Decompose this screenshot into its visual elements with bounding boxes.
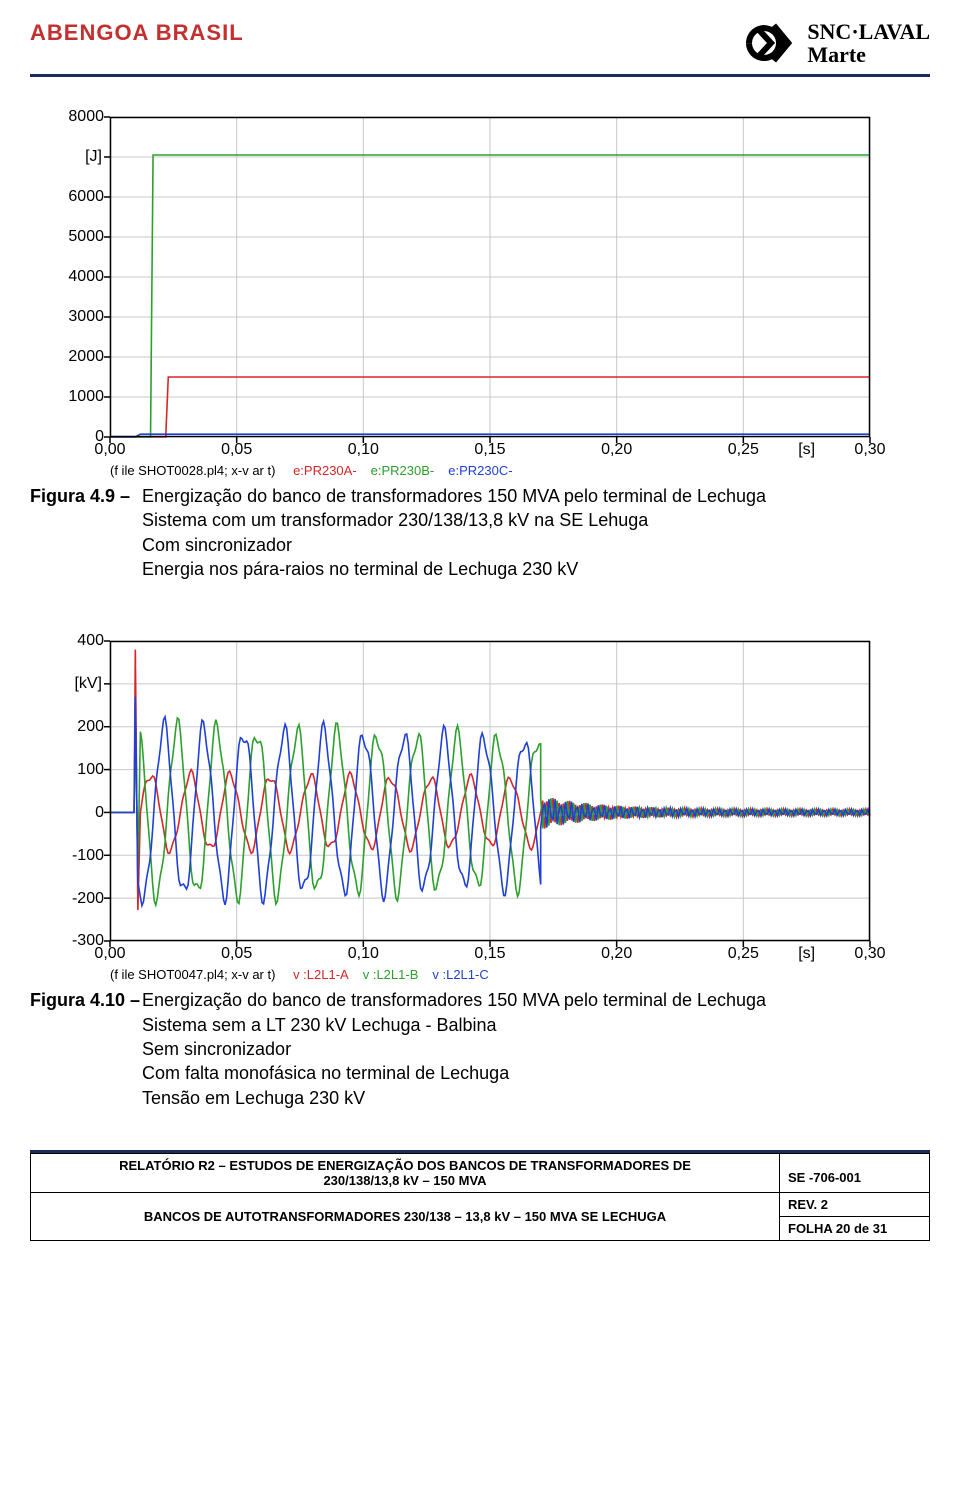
y-tick-label: 3000 xyxy=(68,308,110,326)
footer-rev: REV. 2 xyxy=(780,1192,930,1216)
x-tick-label: 0,00 xyxy=(94,441,125,459)
x-axis-unit: [s] xyxy=(798,945,815,963)
chart-2-block: -300-200-1000100200400[kV]0,000,050,100,… xyxy=(30,641,930,1109)
y-tick-label: 1000 xyxy=(68,388,110,406)
legend-item: v :L2L1-A xyxy=(293,967,349,982)
x-tick-label: 0,15 xyxy=(474,441,505,459)
brand-right-line1: SNC·LAVAL xyxy=(807,20,930,43)
figure-number-2: Figura 4.10 – xyxy=(30,988,142,1012)
caption-1-line-0: Energização do banco de transformadores … xyxy=(142,484,766,508)
chart-2: -300-200-1000100200400[kV]0,000,050,100,… xyxy=(110,641,870,982)
caption-1-line-1: Sistema com um transformador 230/138/13,… xyxy=(142,508,930,532)
chart-2-caption: Figura 4.10 – Energização do banco de tr… xyxy=(30,988,930,1109)
caption-2-line-3: Com falta monofásica no terminal de Lech… xyxy=(142,1061,930,1085)
x-axis-labels: 0,000,050,100,150,200,250,30[s] xyxy=(110,441,870,461)
footer-table: RELATÓRIO R2 – ESTUDOS DE ENERGIZAÇÃO DO… xyxy=(30,1153,930,1241)
legend-item: e:PR230B- xyxy=(371,463,435,478)
x-tick-label: 0,10 xyxy=(348,441,379,459)
caption-1-line-2: Com sincronizador xyxy=(142,533,930,557)
caption-2-line-0: Energização do banco de transformadores … xyxy=(142,988,766,1012)
legend-item: v :L2L1-B xyxy=(363,967,419,982)
x-axis-labels: 0,000,050,100,150,200,250,30[s] xyxy=(110,945,870,965)
y-tick-label: -200 xyxy=(72,890,110,908)
y-tick-label: 4000 xyxy=(68,268,110,286)
x-tick-label: 0,00 xyxy=(94,945,125,963)
brand-right-text: SNC·LAVAL Marte xyxy=(807,20,930,66)
page-header: ABENGOA BRASIL SNC·LAVAL Marte xyxy=(30,20,930,66)
chart-source-line: (f ile SHOT0047.pl4; x-v ar t) v :L2L1-A… xyxy=(110,967,870,982)
y-tick-label: 0 xyxy=(95,804,110,822)
footer-code: SE -706-001 xyxy=(780,1164,930,1193)
brand-right: SNC·LAVAL Marte xyxy=(741,20,930,66)
caption-2-line-4: Tensão em Lechuga 230 kV xyxy=(142,1086,930,1110)
y-tick-label: 5000 xyxy=(68,228,110,246)
x-tick-label: 0,25 xyxy=(728,945,759,963)
x-tick-label: 0,20 xyxy=(601,441,632,459)
chart-1-caption: Figura 4.9 – Energização do banco de tra… xyxy=(30,484,930,581)
chart-source-line: (f ile SHOT0028.pl4; x-v ar t) e:PR230A-… xyxy=(110,463,870,478)
footer-subtitle: BANCOS DE AUTOTRANSFORMADORES 230/138 – … xyxy=(31,1192,780,1240)
y-tick-label: 400 xyxy=(77,632,110,650)
header-rule xyxy=(30,74,930,77)
y-tick-label: 2000 xyxy=(68,348,110,366)
x-tick-label: 0,30 xyxy=(854,945,885,963)
y-tick-label: 8000 xyxy=(68,108,110,126)
caption-2-line-1: Sistema sem a LT 230 kV Lechuga - Balbin… xyxy=(142,1013,930,1037)
x-axis-unit: [s] xyxy=(798,441,815,459)
x-tick-label: 0,25 xyxy=(728,441,759,459)
caption-2-line-2: Sem sincronizador xyxy=(142,1037,930,1061)
legend-item: v :L2L1-C xyxy=(432,967,488,982)
x-tick-label: 0,15 xyxy=(474,945,505,963)
footer-line2: 230/138/13,8 kV – 150 MVA xyxy=(323,1173,486,1188)
brand-left: ABENGOA BRASIL xyxy=(30,20,244,46)
y-tick-label: -100 xyxy=(72,847,110,865)
chart-1: 01000200030004000500060008000[J]0,000,05… xyxy=(110,117,870,478)
x-tick-label: 0,05 xyxy=(221,945,252,963)
caption-1-line-3: Energia nos pára-raios no terminal de Le… xyxy=(142,557,930,581)
brand-right-line2: Marte xyxy=(807,43,930,66)
footer-title-cell: RELATÓRIO R2 – ESTUDOS DE ENERGIZAÇÃO DO… xyxy=(31,1153,780,1192)
y-tick-label: 100 xyxy=(77,761,110,779)
x-tick-label: 0,20 xyxy=(601,945,632,963)
y-axis-unit: [J] xyxy=(85,148,110,166)
x-tick-label: 0,10 xyxy=(348,945,379,963)
footer-page: FOLHA 20 de 31 xyxy=(780,1216,930,1240)
y-tick-label: 6000 xyxy=(68,188,110,206)
x-tick-label: 0,05 xyxy=(221,441,252,459)
legend-item: e:PR230A- xyxy=(293,463,357,478)
footer-line1: RELATÓRIO R2 – ESTUDOS DE ENERGIZAÇÃO DO… xyxy=(119,1158,691,1173)
legend-item: e:PR230C- xyxy=(448,463,512,478)
figure-number-1: Figura 4.9 – xyxy=(30,484,142,508)
x-tick-label: 0,30 xyxy=(854,441,885,459)
footer-code-pad xyxy=(780,1153,930,1163)
snc-logo-icon xyxy=(741,20,797,66)
y-tick-label: 200 xyxy=(77,718,110,736)
chart-1-block: 01000200030004000500060008000[J]0,000,05… xyxy=(30,117,930,581)
y-axis-unit: [kV] xyxy=(74,675,110,693)
